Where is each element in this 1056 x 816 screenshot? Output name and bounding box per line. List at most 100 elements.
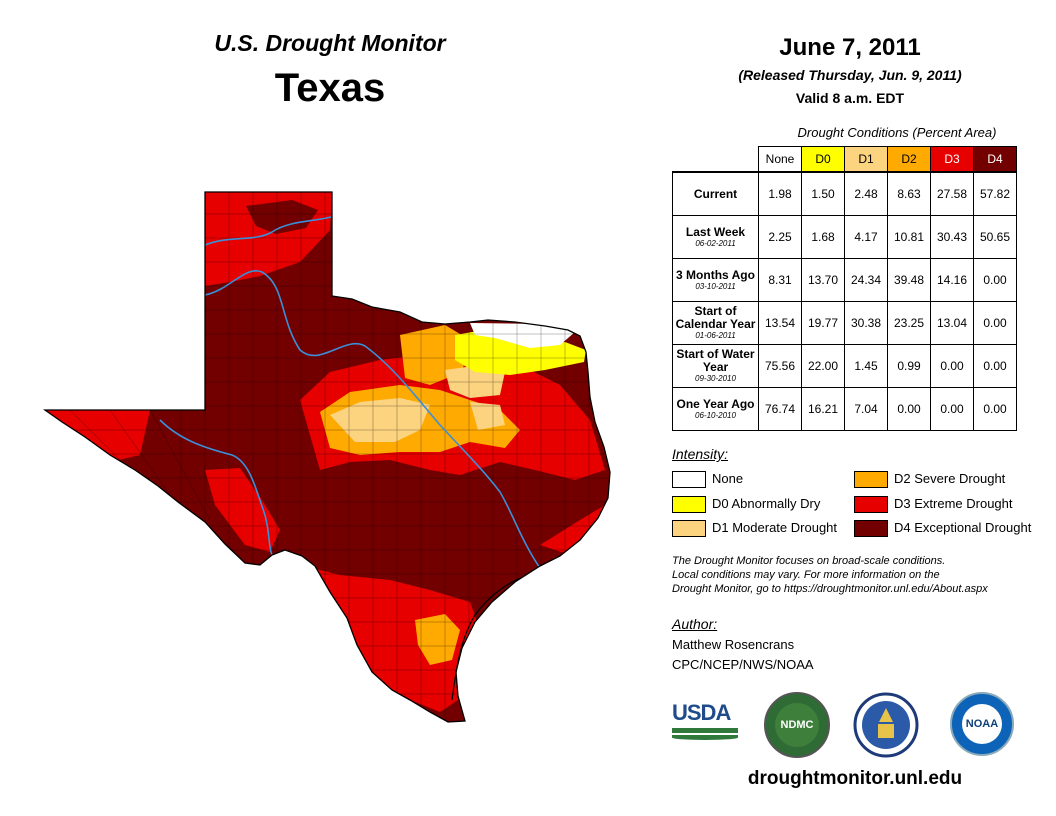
value-cell: 30.43 — [930, 215, 974, 259]
note-line: The Drought Monitor focuses on broad-sca… — [672, 555, 946, 567]
value-cell: 10.81 — [887, 215, 931, 259]
drought-table: None D0 D1 D2 D3 D4 Current 1.98 1.50 2.… — [672, 146, 1017, 431]
zone-d4-panhandle — [246, 200, 318, 234]
value-cell: 0.00 — [973, 387, 1017, 431]
value-cell: 0.00 — [973, 301, 1017, 345]
value-cell: 50.65 — [973, 215, 1017, 259]
value-cell: 13.70 — [801, 258, 845, 302]
legend-swatch — [672, 520, 706, 538]
river-canadian — [204, 215, 336, 246]
commerce-seal-logo — [853, 692, 919, 758]
col-header-d1: D1 — [844, 146, 888, 173]
value-cell: 1.45 — [844, 344, 888, 388]
value-cell: 0.00 — [930, 344, 974, 388]
row-current: Current 1.98 1.50 2.48 8.63 27.58 57.82 — [672, 171, 1017, 216]
ndmc-logo: NDMC — [764, 692, 830, 758]
value-cell: 22.00 — [801, 344, 845, 388]
value-cell: 16.21 — [801, 387, 845, 431]
author-heading: Author: — [672, 616, 718, 632]
value-cell: 19.77 — [801, 301, 845, 345]
value-cell: 13.04 — [930, 301, 974, 345]
row-label: One Year Ago 06-10-2010 — [672, 387, 759, 431]
zone-d3-westtip — [45, 410, 150, 462]
col-header-d4: D4 — [973, 146, 1017, 173]
table-title: Drought Conditions (Percent Area) — [797, 125, 997, 140]
value-cell: 30.38 — [844, 301, 888, 345]
value-cell: 0.00 — [973, 258, 1017, 302]
col-header-d2: D2 — [887, 146, 931, 173]
value-cell: 8.63 — [887, 171, 931, 216]
zone-d1-central — [330, 398, 430, 442]
row-3-months-ago: 3 Months Ago 03-10-2011 8.31 13.70 24.34 … — [672, 258, 1017, 302]
zone-d0 — [455, 328, 586, 375]
value-cell: 1.98 — [758, 171, 802, 216]
table-corner — [673, 147, 759, 173]
zone-d3-south — [300, 565, 480, 712]
author-name: Matthew Rosencrans — [672, 637, 795, 652]
zone-d3-coast — [540, 505, 605, 555]
author-org: CPC/NCEP/NWS/NOAA — [672, 657, 814, 672]
note-line: Drought Monitor, go to https://droughtmo… — [672, 583, 988, 595]
texas-outline — [42, 191, 611, 723]
value-cell: 2.48 — [844, 171, 888, 216]
row-label: Start of Calendar Year 01-06-2011 — [672, 301, 759, 345]
row-start-water-year: Start of Water Year 09-30-2010 75.56 22.0… — [672, 344, 1017, 388]
region-title: Texas — [274, 66, 386, 110]
legend-title: Intensity: — [672, 446, 729, 462]
legend-item-d2: D2 Severe Drought — [854, 470, 1005, 489]
value-cell: 75.56 — [758, 344, 802, 388]
row-one-year-ago: One Year Ago 06-10-2010 76.74 16.21 7.04 … — [672, 387, 1017, 431]
row-last-week: Last Week 06-02-2011 2.25 1.68 4.17 10.81… — [672, 215, 1017, 259]
legend-item-d3: D3 Extreme Drought — [854, 495, 1013, 514]
legend-item-d1: D1 Moderate Drought — [672, 519, 837, 538]
value-cell: 1.50 — [801, 171, 845, 216]
value-cell: 76.74 — [758, 387, 802, 431]
disclaimer-note: The Drought Monitor focuses on broad-sca… — [672, 554, 1052, 596]
footer-url-link[interactable]: droughtmonitor.unl.edu — [747, 768, 963, 789]
col-header-none: None — [758, 146, 802, 173]
value-cell: 0.00 — [973, 344, 1017, 388]
value-cell: 1.68 — [801, 215, 845, 259]
value-cell: 23.25 — [887, 301, 931, 345]
value-cell: 0.99 — [887, 344, 931, 388]
value-cell: 8.31 — [758, 258, 802, 302]
zone-d3-bigbend — [205, 468, 280, 552]
zone-none — [470, 323, 575, 348]
legend-item-d0: D0 Abnormally Dry — [672, 495, 820, 514]
river-pecos — [159, 419, 273, 556]
noaa-logo: NOAA — [950, 692, 1014, 756]
legend-item-none: None — [672, 470, 743, 489]
value-cell: 39.48 — [887, 258, 931, 302]
river-brazos — [204, 269, 541, 569]
value-cell: 14.16 — [930, 258, 974, 302]
value-cell: 24.34 — [844, 258, 888, 302]
legend-swatch — [854, 496, 888, 514]
barrier-island — [451, 577, 521, 701]
row-label: Start of Water Year 09-30-2010 — [672, 344, 759, 388]
monitor-title: U.S. Drought Monitor — [214, 30, 446, 56]
release-date: (Released Thursday, Jun. 9, 2011) — [738, 67, 962, 83]
col-header-d3: D3 — [930, 146, 974, 173]
usda-logo: USDA — [672, 700, 738, 750]
value-cell: 2.25 — [758, 215, 802, 259]
value-cell: 57.82 — [973, 171, 1017, 216]
value-cell: 7.04 — [844, 387, 888, 431]
row-start-calendar-year: Start of Calendar Year 01-06-2011 13.54 1… — [672, 301, 1017, 345]
value-cell: 0.00 — [930, 387, 974, 431]
value-cell: 13.54 — [758, 301, 802, 345]
legend-swatch — [854, 520, 888, 538]
texas-drought-map — [42, 191, 611, 723]
value-cell: 27.58 — [930, 171, 974, 216]
map-date: June 7, 2011 — [779, 34, 921, 61]
note-line: Local conditions may vary. For more info… — [672, 569, 940, 581]
value-cell: 4.17 — [844, 215, 888, 259]
legend-item-d4: D4 Exceptional Drought — [854, 519, 1031, 538]
value-cell: 0.00 — [887, 387, 931, 431]
row-label: Current — [672, 171, 759, 216]
col-header-d0: D0 — [801, 146, 845, 173]
zone-d2-south — [415, 614, 460, 665]
legend-swatch — [672, 496, 706, 514]
valid-time: Valid 8 a.m. EDT — [795, 90, 905, 106]
row-label: 3 Months Ago 03-10-2011 — [672, 258, 759, 302]
row-label: Last Week 06-02-2011 — [672, 215, 759, 259]
